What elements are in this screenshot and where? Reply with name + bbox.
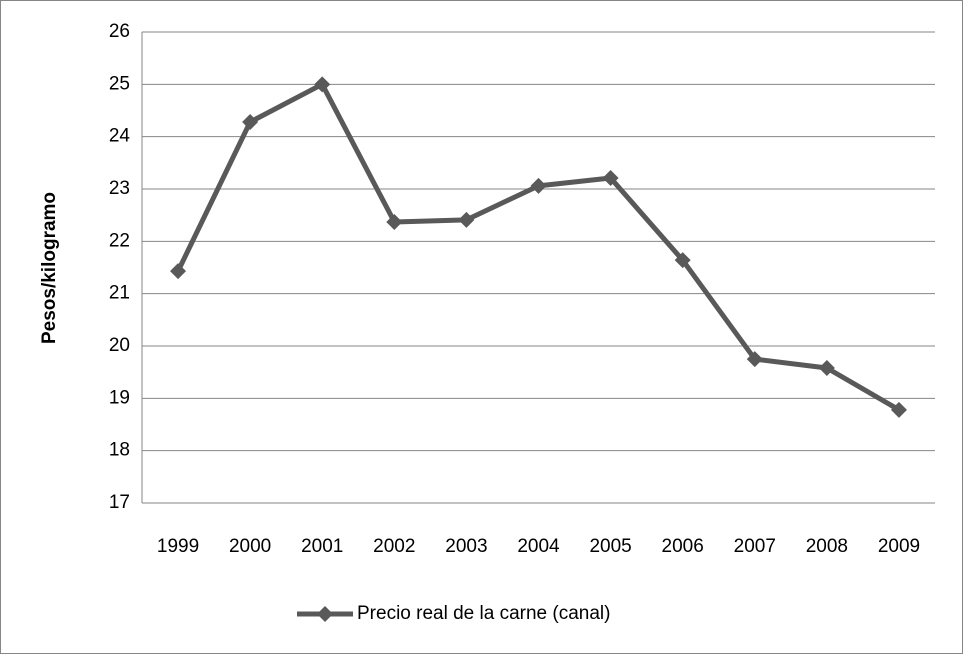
y-axis-label: Pesos/kilogramo <box>39 192 60 344</box>
y-tick-label: 25 <box>109 73 130 94</box>
y-tick-label: 24 <box>109 126 131 147</box>
point-marker <box>818 359 835 376</box>
point-marker <box>674 252 691 269</box>
point-marker <box>242 114 259 131</box>
x-tick-label: 2005 <box>589 536 631 557</box>
x-tick-label: 2004 <box>517 536 560 557</box>
y-tick-label: 22 <box>109 230 130 251</box>
point-marker <box>458 211 475 228</box>
point-marker <box>890 401 907 418</box>
y-tick-label: 18 <box>109 440 130 461</box>
x-tick-label: 2003 <box>445 536 487 557</box>
x-tick-label: 2007 <box>734 536 776 557</box>
y-tick-label: 21 <box>109 283 130 304</box>
x-tick-label: 2006 <box>662 536 704 557</box>
point-marker <box>530 177 547 194</box>
point-marker <box>314 76 331 93</box>
point-marker <box>746 351 763 368</box>
point-marker <box>602 170 619 187</box>
x-tick-label: 2002 <box>373 536 415 557</box>
x-tick-label: 2000 <box>229 536 271 557</box>
x-tick-label: 1999 <box>157 536 199 557</box>
y-tick-label: 23 <box>109 178 130 199</box>
point-marker <box>170 263 187 280</box>
y-tick-label: 19 <box>109 387 130 408</box>
y-tick-label: 17 <box>109 492 130 513</box>
point-marker <box>386 213 403 230</box>
x-tick-label: 2009 <box>878 536 920 557</box>
legend-marker <box>317 606 333 622</box>
y-tick-label: 26 <box>109 21 130 42</box>
legend-label: Precio real de la carne (canal) <box>357 603 610 624</box>
x-tick-label: 2008 <box>806 536 848 557</box>
y-tick-label: 20 <box>109 335 130 356</box>
x-tick-label: 2001 <box>301 536 343 557</box>
